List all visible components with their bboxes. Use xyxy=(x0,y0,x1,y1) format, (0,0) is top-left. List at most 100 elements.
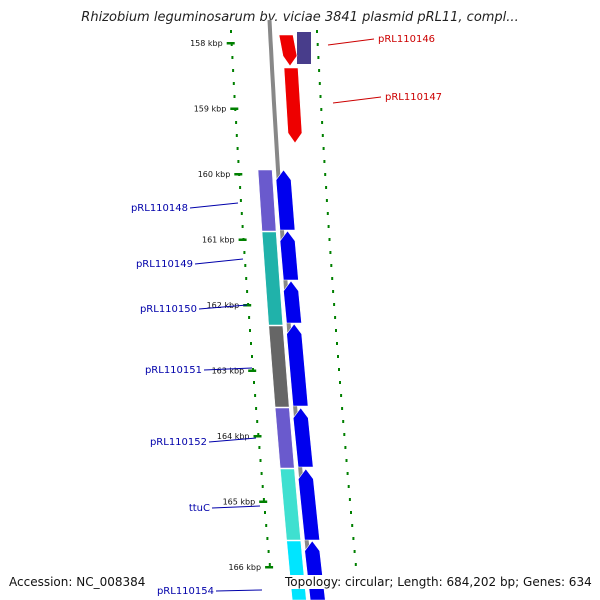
tick-mark xyxy=(238,238,247,241)
gene-label[interactable]: ttuC xyxy=(189,503,210,514)
outer-dot xyxy=(326,212,329,215)
outer-dot xyxy=(330,264,333,267)
tick-mark xyxy=(259,500,268,503)
inner-dot xyxy=(251,355,253,358)
cog-block xyxy=(261,231,283,326)
inner-dot xyxy=(249,329,251,332)
reverse-cds-arrow[interactable] xyxy=(283,67,303,144)
outer-dot xyxy=(318,69,321,72)
tick-mark xyxy=(248,369,257,372)
inner-dot xyxy=(239,199,242,202)
tick-label: 166 kbp xyxy=(228,563,261,572)
forward-cds-arrow[interactable] xyxy=(298,468,320,541)
kbp-ticks: 158 kbp 159 kbp 160 kbp 161 kbp 162 kbp 163 k… xyxy=(190,39,274,572)
inner-dot xyxy=(237,160,240,163)
outer-dot xyxy=(321,121,324,124)
outer-dot xyxy=(337,355,339,358)
map-title: Rhizobium leguminosarum bv. viciae 3841 … xyxy=(81,10,519,25)
inner-dot xyxy=(261,485,264,488)
tick-label: 162 kbp xyxy=(207,301,240,310)
gene-label[interactable]: pRL110152 xyxy=(150,437,207,448)
inner-dot xyxy=(236,147,239,150)
inner-dot xyxy=(235,121,238,124)
outer-dot xyxy=(350,511,352,514)
inner-dot xyxy=(239,186,242,189)
cog-block xyxy=(274,407,295,469)
forward-cds-arrow[interactable] xyxy=(286,323,309,407)
outer-dot xyxy=(352,537,355,540)
outer-dot xyxy=(327,225,330,228)
gene-label[interactable]: pRL110147 xyxy=(385,92,442,103)
forward-cds-arrow[interactable] xyxy=(275,169,296,231)
cog-block xyxy=(268,325,290,408)
tick-label: 163 kbp xyxy=(212,367,245,376)
forward-cds-arrow[interactable] xyxy=(292,407,314,468)
outer-dot xyxy=(333,303,336,306)
tick-label: 164 kbp xyxy=(217,432,250,441)
inner-dot xyxy=(264,511,266,514)
gene-label[interactable]: pRL110148 xyxy=(131,203,188,214)
tick-label: 161 kbp xyxy=(202,236,235,245)
inner-dot xyxy=(260,472,263,475)
outer-dot xyxy=(345,459,348,462)
forward-cds-arrow[interactable] xyxy=(279,230,299,281)
gene-label[interactable]: pRL110150 xyxy=(140,304,197,315)
outer-dot xyxy=(331,277,334,280)
outer-dot xyxy=(318,82,321,85)
gene-leader-line xyxy=(198,304,248,310)
gene-leader-line xyxy=(203,367,253,371)
inner-dot xyxy=(259,459,262,462)
outer-dot xyxy=(316,30,318,33)
outer-dot xyxy=(332,290,335,293)
cds-arrows xyxy=(275,34,326,600)
outer-dot xyxy=(346,472,349,475)
cog-block xyxy=(280,468,301,541)
inner-dot xyxy=(253,381,255,384)
outer-dot xyxy=(343,433,346,436)
gene-label[interactable]: pRL110151 xyxy=(145,365,202,376)
gene-leader-line xyxy=(211,505,261,509)
accession-text: Accession: NC_008384 xyxy=(9,575,146,589)
inner-dot xyxy=(243,251,246,254)
inner-dot xyxy=(235,134,238,137)
inner-dot xyxy=(233,95,236,98)
gene-label[interactable]: pRL110149 xyxy=(136,259,193,270)
inner-dot xyxy=(240,212,243,215)
gene-label[interactable]: pRL110146 xyxy=(378,34,435,45)
gene-label[interactable]: pRL110154 xyxy=(157,586,214,597)
forward-cds-arrow[interactable] xyxy=(283,280,302,324)
gene-leader-line xyxy=(327,38,375,46)
tick-label: 158 kbp xyxy=(190,39,223,48)
inner-dot xyxy=(268,563,271,566)
outer-dot xyxy=(354,563,357,566)
outer-dot xyxy=(341,407,344,410)
outer-dot xyxy=(329,251,332,254)
outer-dot xyxy=(335,329,337,332)
gene-leader-line xyxy=(189,202,239,209)
gene-leader-line xyxy=(215,589,263,592)
gene-labels: pRL110146 pRL110147 pRL110148 pRL110149 pRL1… xyxy=(131,34,442,597)
reverse-cds-arrow[interactable] xyxy=(278,34,298,67)
inner-dot xyxy=(258,446,261,449)
inner-dot xyxy=(244,264,247,267)
outer-dot xyxy=(351,524,354,527)
tick-label: 160 kbp xyxy=(198,170,231,179)
tick-label: 159 kbp xyxy=(194,105,227,114)
cog-blocks xyxy=(257,32,311,600)
inner-dot xyxy=(266,537,269,540)
outer-dot xyxy=(340,394,343,397)
outer-dot xyxy=(342,420,345,423)
inner-dot xyxy=(241,225,244,228)
inner-dot xyxy=(262,498,265,501)
cog-block xyxy=(297,32,311,64)
gene-leader-line xyxy=(194,258,244,265)
inner-dot xyxy=(254,394,257,397)
tick-label: 165 kbp xyxy=(223,498,256,507)
tick-mark xyxy=(265,566,274,569)
gene-leader-line xyxy=(332,96,382,104)
inner-dot xyxy=(248,316,251,319)
inner-dot xyxy=(230,30,232,33)
outer-dot xyxy=(334,316,337,319)
inner-dot xyxy=(245,277,248,280)
